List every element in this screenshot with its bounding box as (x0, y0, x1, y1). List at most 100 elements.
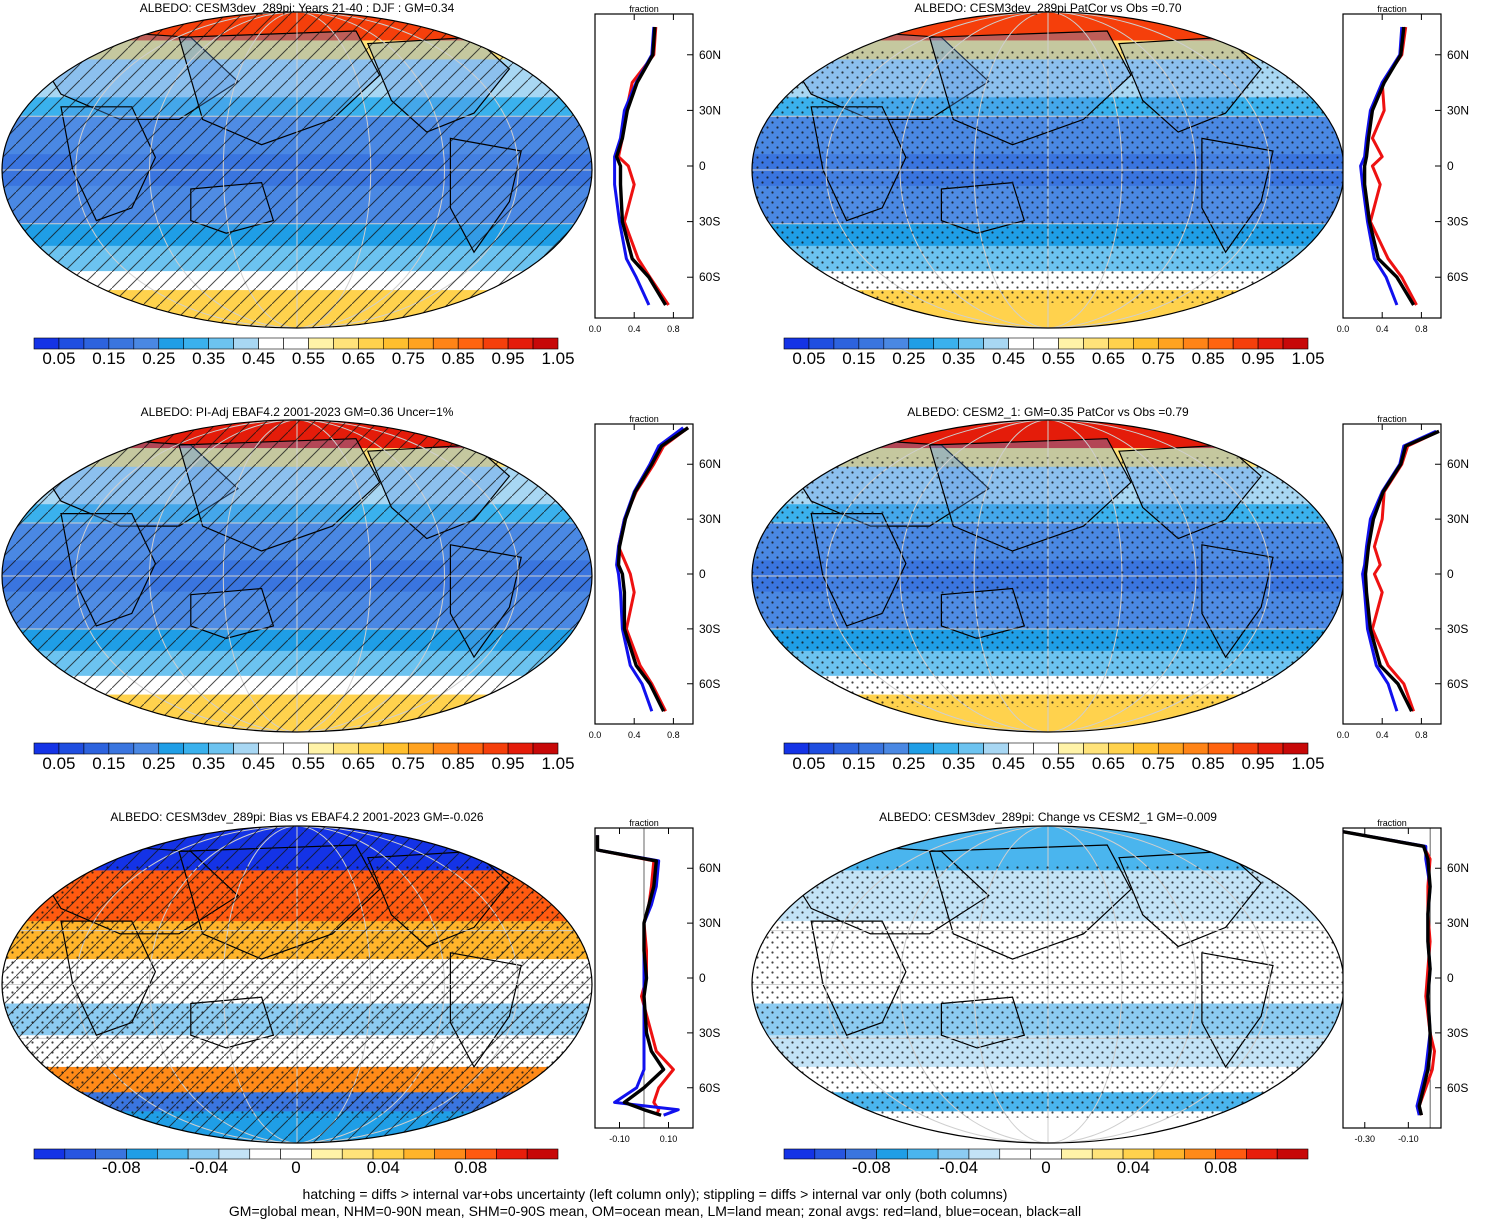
stippling-overlay (752, 457, 1344, 708)
colorbar-box (1257, 742, 1284, 755)
colorbar-box (908, 742, 935, 755)
colorbar-box (407, 337, 434, 350)
colorbar-box (958, 742, 984, 755)
map-title: ALBEDO: CESM2_1: GM=0.35 PatCor vs Obs =… (907, 405, 1189, 419)
zonal-x-label: 0.4 (1376, 324, 1389, 334)
colorbar-tick-label: 0.55 (1042, 754, 1075, 773)
colorbar-box (1207, 337, 1234, 350)
colorbar-tick-label: 0.85 (1192, 349, 1225, 368)
zonal-x-label: 0.4 (628, 730, 641, 740)
colorbar-box (808, 337, 835, 350)
colorbar-tick-label: 0.05 (792, 754, 825, 773)
zonal-lat-label: 60N (1447, 48, 1469, 62)
colorbar-box (858, 337, 885, 350)
colorbar-3: 0.05 0.15 0.25 0.35 0.45 0.55 0.65 0.75 0.85 0.95… (33, 742, 575, 773)
colorbar-tick-label: 0.08 (1204, 1158, 1237, 1177)
colorbar-box (532, 742, 559, 755)
colorbar-2: 0.05 0.15 0.25 0.35 0.45 0.55 0.65 0.75 0.85 0.95… (783, 337, 1325, 368)
colorbar-tick-label: -0.04 (189, 1158, 228, 1177)
zonal-lat-label: 30N (699, 916, 721, 930)
colorbar-tick-label: 0.45 (242, 754, 275, 773)
zonal-lat-label: 60N (699, 48, 721, 62)
colorbar-box (358, 742, 384, 755)
hatching-overlay (2, 12, 592, 328)
zonal-line-all (1362, 26, 1416, 306)
colorbar-box (333, 337, 359, 350)
zonal-lat-label: 60N (1447, 457, 1469, 471)
colorbar-box (1133, 337, 1159, 350)
colorbar-box (457, 742, 484, 755)
zonal-lat-label: 0 (1447, 159, 1454, 173)
colorbar-box (258, 337, 284, 350)
zonal-x-label: -0.10 (1398, 1134, 1419, 1144)
colorbar-box (83, 337, 110, 350)
colorbar-box (908, 337, 935, 350)
colorbar-box (383, 742, 409, 755)
colorbar-tick-label: 0.05 (42, 754, 75, 773)
colorbar-tick-label: 0.15 (92, 754, 125, 773)
colorbar-box (1008, 742, 1034, 755)
colorbar-box (482, 337, 509, 350)
colorbar-tick-label: 0.05 (792, 349, 825, 368)
colorbar-5: -0.08 -0.04 0 0.04 0.08 (33, 1148, 559, 1177)
colorbar-tick-label: 1.05 (1291, 754, 1324, 773)
zonal-x-label: 0.10 (660, 1134, 678, 1144)
colorbar-tick-label: 1.05 (541, 754, 574, 773)
zonal-x-label: 0.0 (589, 324, 602, 334)
colorbar-box (308, 337, 334, 350)
colorbar-box (1108, 337, 1134, 350)
colorbar-box (1276, 1148, 1309, 1160)
zonal-line-all (614, 26, 668, 306)
zonal-title: fraction (1377, 818, 1407, 828)
colorbar-box (407, 742, 434, 755)
colorbar-box (526, 1148, 559, 1160)
colorbar-box (249, 1148, 281, 1160)
zonal-frame (594, 423, 694, 725)
colorbar-box (532, 337, 559, 350)
colorbar-box (33, 742, 60, 755)
zonal-line-all (595, 835, 666, 1117)
colorbar-box (482, 742, 509, 755)
colorbar-tick-label: 1.05 (1291, 349, 1324, 368)
zonal-lat-label: 30N (699, 512, 721, 526)
colorbar-box (1153, 1148, 1186, 1160)
zonal-lat-label: 30S (699, 622, 720, 636)
colorbar-tick-label: 0 (291, 1158, 300, 1177)
colorbar-box (906, 1148, 939, 1160)
zonal-title: fraction (1377, 4, 1407, 14)
colorbar-box (208, 742, 234, 755)
stippling-overlay (2, 864, 592, 1118)
hatching-overlay (2, 420, 592, 732)
colorbar-box (1257, 337, 1284, 350)
map-panel-6: ALBEDO: CESM3dev_289pi: Change vs CESM2_… (751, 810, 1345, 1144)
colorbar-box (507, 337, 534, 350)
colorbar-tick-label: 0.55 (1042, 349, 1075, 368)
colorbar-tick-label: 0.55 (292, 349, 325, 368)
zonal-x-label: 0.8 (667, 324, 680, 334)
map-panel-2: ALBEDO: CESM3dev_289pi PatCor vs Obs =0.… (751, 1, 1345, 329)
colorbar-box (883, 742, 910, 755)
zonal-line-all (1363, 429, 1440, 712)
colorbar-tick-label: 0.55 (292, 754, 325, 773)
map-panel-3: ALBEDO: PI-Adj EBAF4.2 2001-2023 GM=0.36… (1, 405, 593, 733)
zonal-lat-label: 0 (1447, 971, 1454, 985)
zonal-line-all (1342, 830, 1432, 1116)
zonal-x-label: 0.8 (667, 730, 680, 740)
zonal-lat-label: 60S (699, 270, 720, 284)
zonal-line-all (616, 426, 690, 712)
colorbar-box (64, 1148, 96, 1160)
colorbar-tick-label: 0.08 (454, 1158, 487, 1177)
zonal-title: fraction (1377, 414, 1407, 424)
colorbar-box (283, 337, 309, 350)
colorbar-box (999, 1148, 1031, 1160)
colorbar-box (833, 337, 860, 350)
map-title: ALBEDO: CESM3dev_289pi: Years 21-40 : DJ… (140, 1, 455, 15)
footnote-hatching: hatching = diffs > internal var+obs unce… (302, 1186, 1008, 1202)
colorbar-box (1058, 337, 1084, 350)
zonal-lat-label: 60S (699, 677, 720, 691)
colorbar-box (233, 337, 259, 350)
zonal-lat-label: 0 (699, 567, 706, 581)
zonal-x-label: 0.0 (1337, 324, 1350, 334)
footnote-legend: GM=global mean, NHM=0-90N mean, SHM=0-90… (228, 1203, 1082, 1219)
